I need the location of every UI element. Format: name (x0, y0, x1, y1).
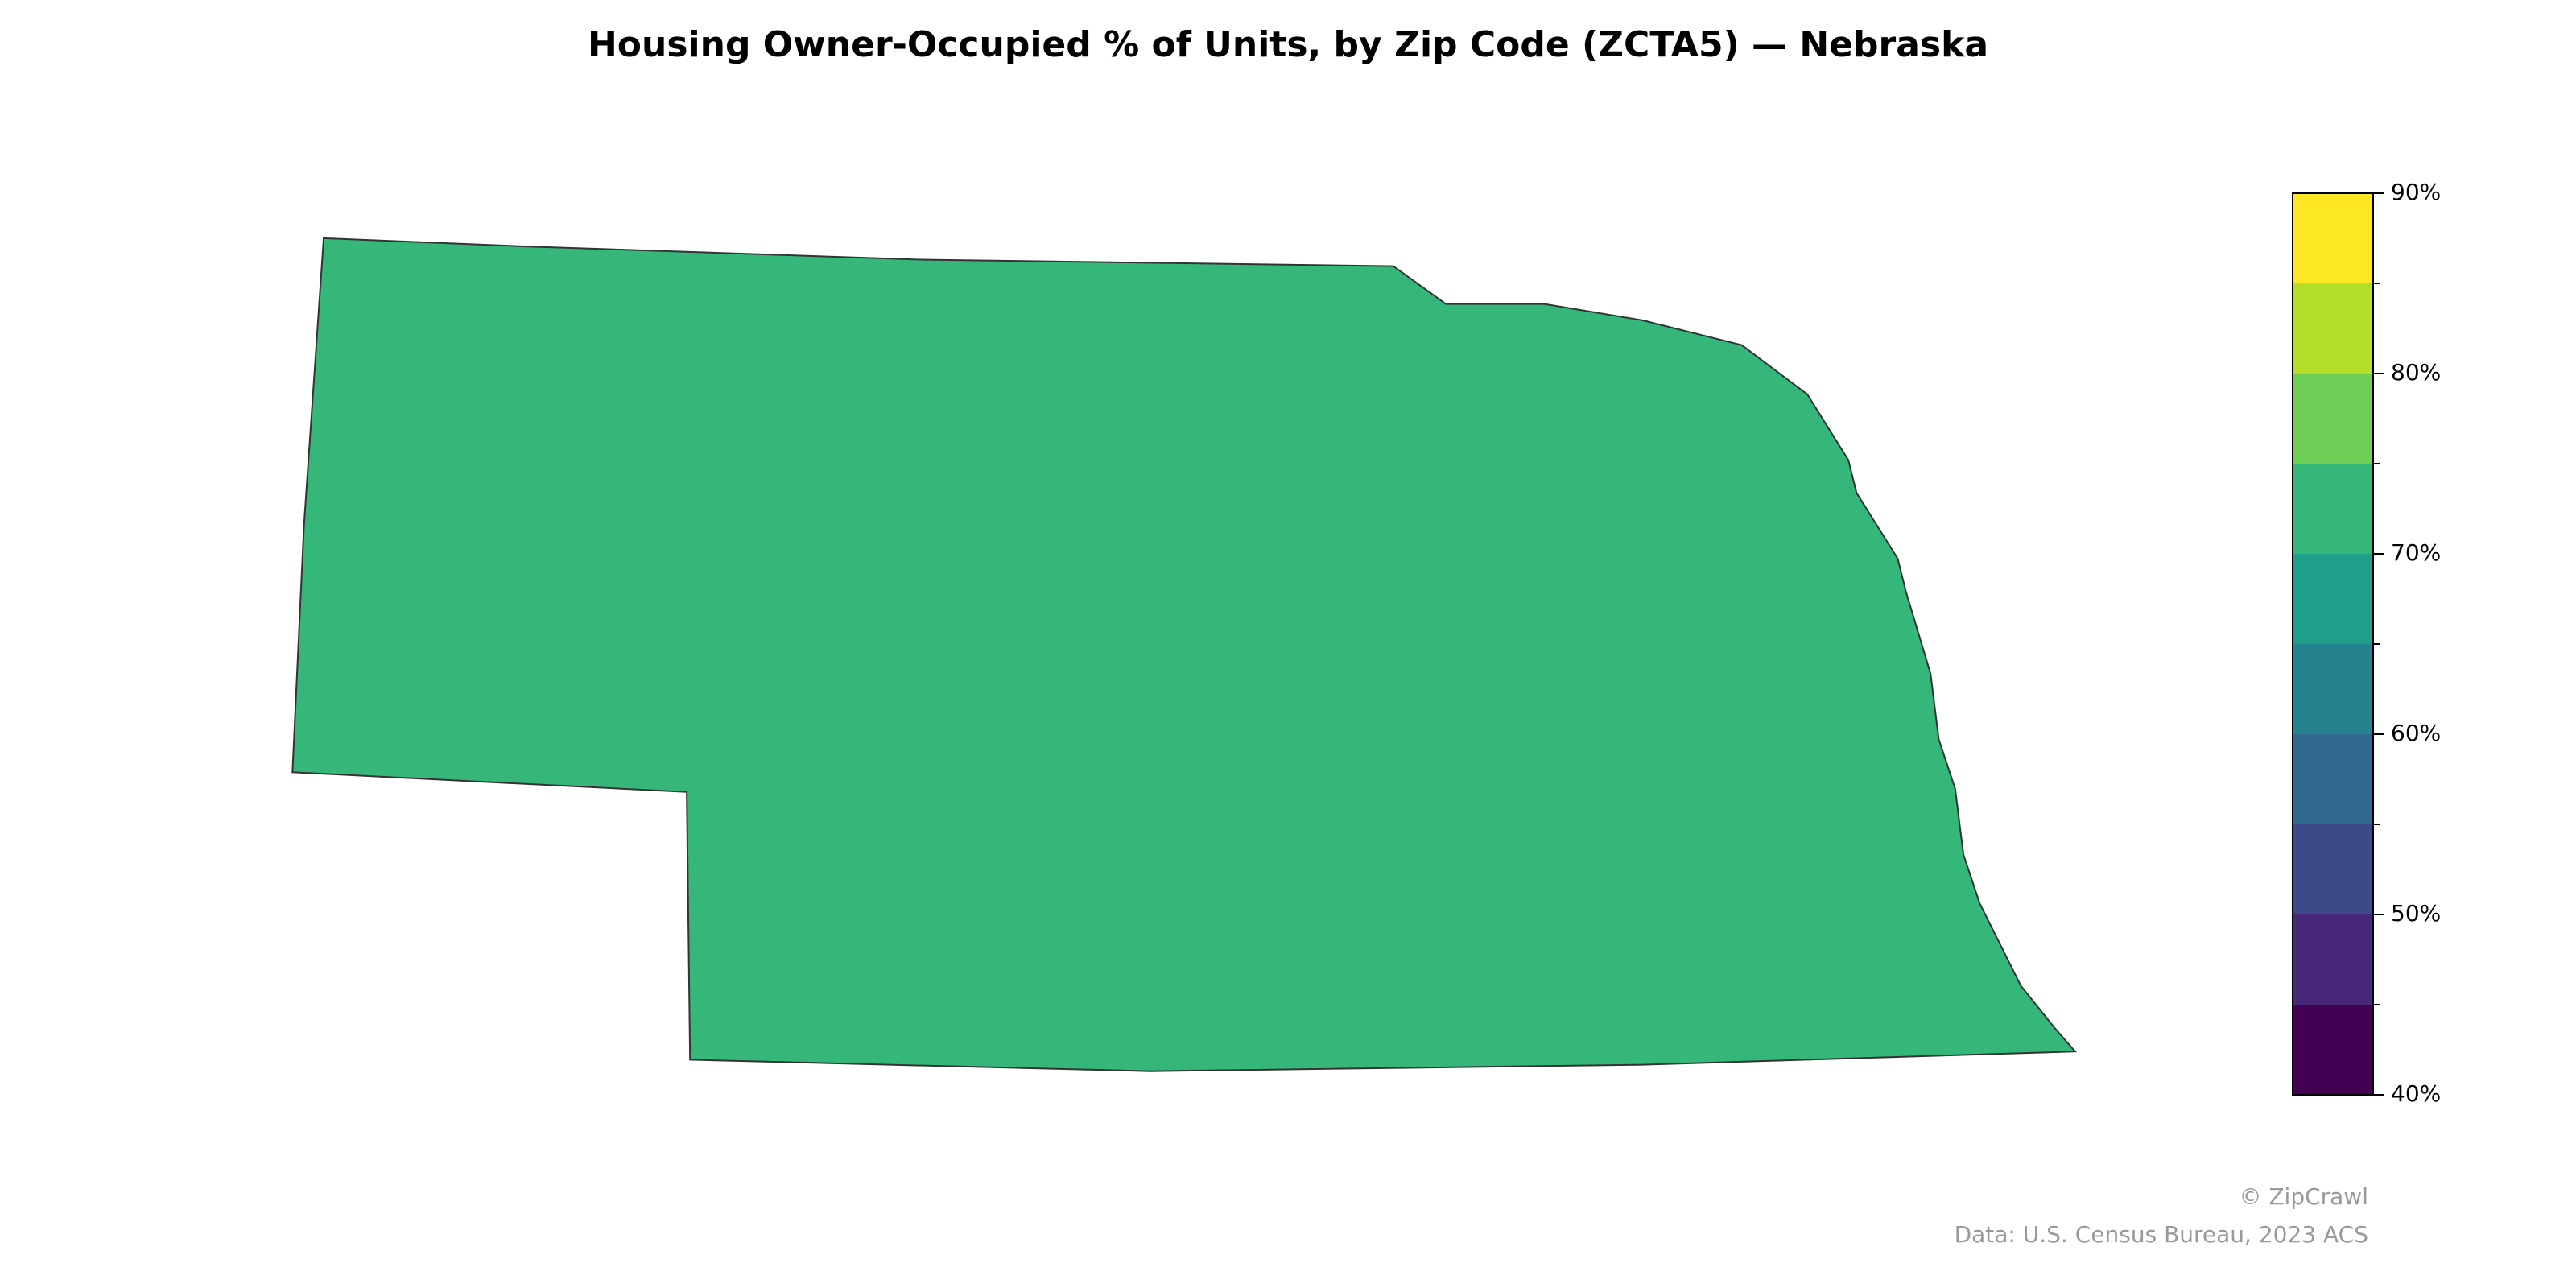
colorbar-tick-label: 90% (2391, 179, 2441, 205)
colorbar-bin (2293, 464, 2373, 554)
state-map (291, 237, 2077, 1072)
colorbar: 40% 50% 60% 70% 80% 90% (2292, 179, 2441, 1107)
colorbar-tick-label: 80% (2391, 359, 2441, 386)
colorbar-bin (2293, 1005, 2373, 1095)
map-title: Housing Owner-Occupied % of Units, by Zi… (588, 24, 1988, 65)
colorbar-bin (2293, 374, 2373, 464)
colorbar-bin (2293, 824, 2373, 914)
state-outline (291, 237, 2077, 1072)
colorbar-bin (2293, 193, 2373, 283)
colorbar-tick-label: 60% (2391, 720, 2441, 746)
colorbar-bin (2293, 554, 2373, 644)
colorbar-tick-label: 40% (2391, 1080, 2441, 1107)
colorbar-frame (2292, 192, 2374, 1096)
credit: © ZipCrawl (2239, 1183, 2368, 1210)
colorbar-tick-label: 50% (2391, 900, 2441, 927)
colorbar-bin (2293, 644, 2373, 734)
colorbar-bin (2293, 914, 2373, 1005)
colorbar-bin (2293, 734, 2373, 824)
colorbar-tick-label: 70% (2391, 539, 2441, 566)
source-note: Data: U.S. Census Bureau, 2023 ACS (1955, 1221, 2368, 1248)
colorbar-bin (2293, 283, 2373, 374)
